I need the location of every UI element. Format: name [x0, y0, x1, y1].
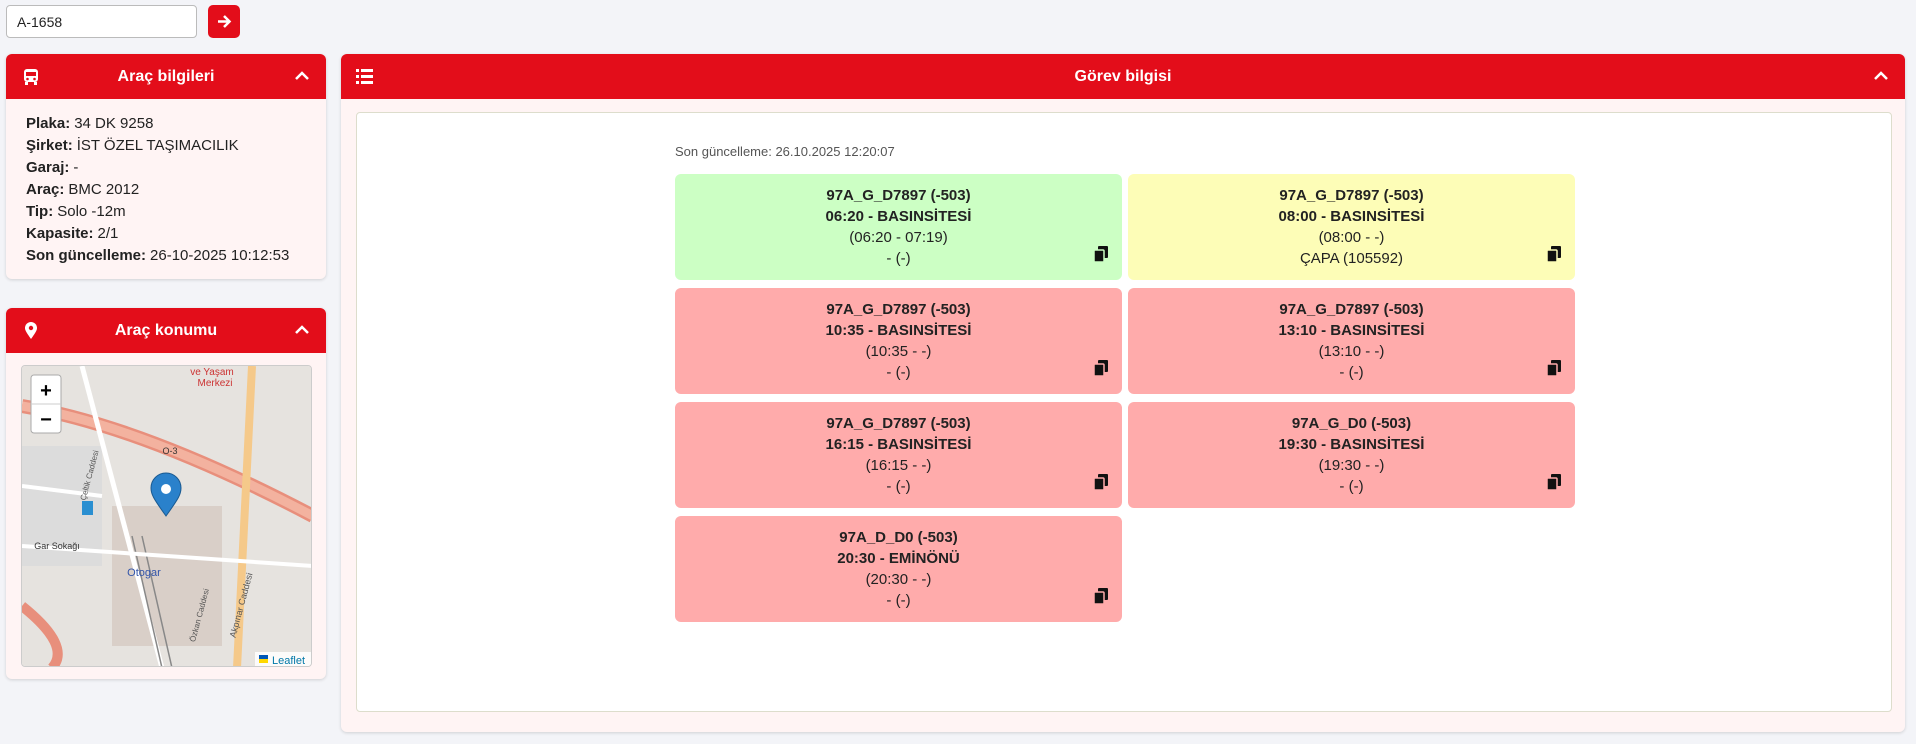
- card-line: (08:00 - -): [1318, 229, 1385, 246]
- info-row: Araç: BMC 2012: [26, 179, 139, 201]
- info-label: Şirket:: [26, 137, 73, 154]
- collapse-icon[interactable]: [1873, 68, 1889, 84]
- panel-header[interactable]: Görev bilgisi: [341, 54, 1905, 99]
- card-line: (06:20 - 07:19): [849, 229, 948, 246]
- card-line: - (-): [1339, 364, 1364, 381]
- location-panel: Araç konumu + − Leaflet Otogar O-3 Gar Sok…: [6, 308, 326, 679]
- info-label: Kapasite:: [26, 225, 94, 242]
- task-card: 97A_G_D7897 (-503) 10:35 - BASINSİTESİ (10…: [675, 288, 1122, 394]
- info-value: İST ÖZEL TAŞIMACILIK: [76, 137, 239, 154]
- info-value: -: [73, 159, 79, 176]
- panel-header[interactable]: Araç bilgileri: [6, 54, 326, 99]
- list-icon: [356, 69, 373, 84]
- card-line: (16:15 - -): [865, 457, 932, 474]
- card-line: 08:00 - BASINSİTESİ: [1278, 208, 1425, 225]
- card-line: - (-): [886, 250, 911, 267]
- collapse-icon[interactable]: [294, 322, 310, 338]
- card-line: 97A_G_D7897 (-503): [826, 301, 971, 318]
- zoom-control: [30, 374, 62, 434]
- copy-icon[interactable]: [1547, 474, 1561, 490]
- info-value: 26-10-2025 10:12:53: [150, 247, 290, 264]
- copy-icon[interactable]: [1094, 474, 1108, 490]
- card-line: 20:30 - EMİNÖNÜ: [837, 550, 960, 567]
- card-line: 97A_D_D0 (-503): [839, 529, 958, 546]
- map-label: Otogar: [127, 567, 161, 579]
- copy-icon[interactable]: [1094, 360, 1108, 376]
- card-line: - (-): [886, 592, 911, 609]
- marker[interactable]: [150, 472, 182, 517]
- map-label: Gar Sokağı: [34, 541, 80, 551]
- arrow-icon: [218, 15, 232, 28]
- map-label: O-3: [162, 446, 177, 456]
- task-card: 97A_G_D7897 (-503) 06:20 - BASINSİTESİ (06…: [675, 174, 1122, 280]
- task-card: 97A_D_D0 (-503) 20:30 - EMİNÖNÜ (20:30 - -…: [675, 516, 1122, 622]
- collapse-icon[interactable]: [294, 68, 310, 84]
- card-line: 10:35 - BASINSİTESİ: [825, 322, 972, 339]
- panel-header[interactable]: Araç konumu: [6, 308, 326, 353]
- search-input[interactable]: A-1658: [6, 5, 197, 38]
- panel-title: Görev bilgisi: [1074, 68, 1172, 85]
- card-line: - (-): [886, 478, 911, 495]
- map-label: Merkezi: [197, 378, 232, 389]
- card-line: (19:30 - -): [1318, 457, 1385, 474]
- info-value: Solo -12m: [57, 203, 126, 220]
- task-card: 97A_G_D7897 (-503) 13:10 - BASINSİTESİ (13…: [1128, 288, 1575, 394]
- attribution[interactable]: Leaflet: [272, 655, 305, 667]
- info-row: Tip: Solo -12m: [26, 201, 126, 223]
- info-value: BMC 2012: [68, 181, 140, 198]
- updated-text: Son güncelleme: 26.10.2025 12:20:07: [675, 144, 895, 159]
- card-line: 06:20 - BASINSİTESİ: [825, 208, 972, 225]
- info-label: Son güncelleme:: [26, 247, 147, 264]
- map[interactable]: + − Leaflet Otogar O-3 Gar Sokağı ve YaşamM…: [21, 365, 312, 667]
- info-value: 2/1: [97, 225, 119, 242]
- info-row: Şirket: İST ÖZEL TAŞIMACILIK: [26, 135, 239, 157]
- info-row: Son güncelleme: 26-10-2025 10:12:53: [26, 245, 289, 267]
- copy-icon[interactable]: [1547, 246, 1561, 262]
- copy-icon[interactable]: [1547, 360, 1561, 376]
- card-line: (20:30 - -): [865, 571, 932, 588]
- card-line: 13:10 - BASINSİTESİ: [1278, 322, 1425, 339]
- vehicle-panel: Araç bilgileri Plaka: 34 DK 9258 Şirket: İS…: [6, 54, 326, 279]
- info-row: Garaj: -: [26, 157, 78, 179]
- card-line: - (-): [886, 364, 911, 381]
- copy-icon[interactable]: [1094, 246, 1108, 262]
- card-line: (10:35 - -): [865, 343, 932, 360]
- bus-icon: [24, 69, 38, 85]
- info-row: Plaka: 34 DK 9258: [26, 113, 153, 135]
- panel-title: Araç bilgileri: [117, 68, 215, 85]
- zoom-out[interactable]: −: [40, 409, 52, 431]
- card-line: 16:15 - BASINSİTESİ: [825, 436, 972, 453]
- card-line: 19:30 - BASINSİTESİ: [1278, 436, 1425, 453]
- search-button[interactable]: [208, 5, 240, 38]
- task-card: 97A_G_D7897 (-503) 16:15 - BASINSİTESİ (16…: [675, 402, 1122, 508]
- card-line: 97A_G_D0 (-503): [1291, 415, 1412, 432]
- card-line: ÇAPA (105592): [1299, 250, 1404, 267]
- zoom-in[interactable]: +: [40, 380, 52, 402]
- card-line: - (-): [1339, 478, 1364, 495]
- card-line: (13:10 - -): [1318, 343, 1385, 360]
- info-label: Plaka:: [26, 115, 71, 132]
- info-value: 34 DK 9258: [74, 115, 154, 132]
- card-line: 97A_G_D7897 (-503): [1279, 187, 1424, 204]
- map-label: ve Yaşam: [190, 367, 234, 378]
- info-label: Garaj:: [26, 159, 70, 176]
- card-line: 97A_G_D7897 (-503): [826, 415, 971, 432]
- card-line: 97A_G_D7897 (-503): [826, 187, 971, 204]
- info-label: Tip:: [26, 203, 54, 220]
- info-row: Kapasite: 2/1: [26, 223, 118, 245]
- pin-icon: [25, 322, 37, 339]
- panel-title: Araç konumu: [114, 322, 218, 339]
- info-label: Araç:: [26, 181, 65, 198]
- task-card: 97A_G_D0 (-503) 19:30 - BASINSİTESİ (19:30…: [1128, 402, 1575, 508]
- task-card: 97A_G_D7897 (-503) 08:00 - BASINSİTESİ (08…: [1128, 174, 1575, 280]
- card-line: 97A_G_D7897 (-503): [1279, 301, 1424, 318]
- copy-icon[interactable]: [1094, 588, 1108, 604]
- task-area: [356, 112, 1892, 712]
